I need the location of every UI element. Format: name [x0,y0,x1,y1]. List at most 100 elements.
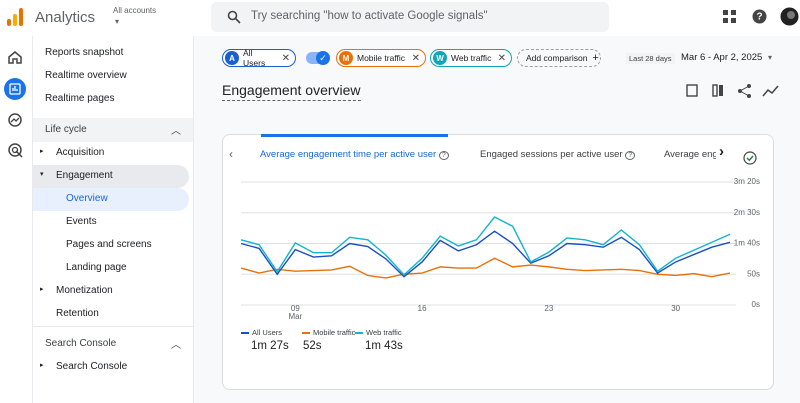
chip-remove[interactable]: ✕ [497,52,506,64]
section-bg [33,118,193,142]
section-caret[interactable]: ︿ [171,340,181,351]
legend-label: Web traffic [366,328,402,337]
x-tick-label: 09 [291,304,300,313]
check-icon[interactable] [743,151,757,165]
plus-icon: + [592,52,599,64]
search-placeholder: Try searching "how to activate Google si… [251,10,488,22]
comparison-chip[interactable]: A All Users ✕ [222,48,296,68]
legend-swatch [355,331,363,334]
reports-icon[interactable] [3,77,27,101]
search-box[interactable]: Try searching "how to activate Google si… [211,2,609,32]
nav-link[interactable]: Realtime pages [45,93,115,104]
logo [7,8,23,26]
compare-icon[interactable] [712,84,723,97]
chart-card [222,134,774,390]
sidebar: Reports snapshot Realtime overview Realt… [33,36,193,403]
toggle[interactable]: ✓ [306,51,330,65]
toolbar-icons [686,84,779,98]
legend-label: Mobile traffic [313,328,356,337]
product-name: Analytics [35,9,96,26]
x-tick-label: 23 [544,304,553,313]
x-tick-label: 16 [418,304,427,313]
chip-label: Web traffic [451,53,492,63]
active-group-bg [33,165,189,188]
tab-active[interactable]: Average engagement time per active user … [260,149,449,160]
y-tick-label: 2m 30s [734,208,760,217]
y-tick-label: 0s [752,300,760,309]
tab-label: Engaged sessions per active user [480,149,623,160]
sidebar-divider [193,36,194,403]
nav-link[interactable]: Landing page [66,262,127,273]
series-line [240,257,731,279]
divider [33,326,193,327]
legend-item: Mobile traffic [302,328,355,337]
section-title[interactable]: Search Console [45,338,117,349]
section-caret[interactable]: ︿ [171,126,181,137]
legend-label: All Users [252,328,283,337]
top-bar: Analytics All accounts ▾ Try searching "… [0,0,800,36]
nav-link[interactable]: Search Console [56,361,128,372]
x-tick-label: 30 [671,304,680,313]
tab[interactable]: Average eng [664,149,716,160]
advertising-icon[interactable] [8,143,23,158]
legend-summary: 1m 27s [251,340,289,352]
chip-label: All Users [243,48,266,68]
page-title: Engagement overview [222,82,361,101]
section-title[interactable]: Life cycle [45,124,87,135]
add-comparison[interactable]: Add comparison + [517,49,601,67]
x-month-label: Mar [288,312,302,321]
expand-caret[interactable]: ▾ [40,171,44,178]
apps-icon[interactable] [723,10,737,24]
legend-summary: 52s [303,340,322,352]
date-preset[interactable]: Last 28 days [626,53,675,64]
expand-caret[interactable]: ▸ [40,362,44,369]
comparison-chip[interactable]: W Web traffic ✕ [430,49,512,67]
edit-icon[interactable] [686,84,698,97]
explore-icon[interactable] [8,113,22,127]
svg-text:?: ? [756,12,762,23]
tab[interactable]: Engaged sessions per active user ? [480,149,636,160]
legend-summary: 1m 43s [365,340,403,352]
y-tick-label: 3m 20s [734,177,760,186]
help-icon[interactable]: ? [752,9,767,24]
y-tick-label: 1m 40s [734,239,760,248]
account-caret[interactable]: ▾ [115,17,120,26]
chip-badge: M [339,51,353,65]
comparison-chip[interactable]: M Mobile traffic ✕ [336,49,426,67]
expand-caret[interactable]: ▸ [40,286,44,293]
add-comparison-label: Add comparison [526,53,588,63]
share-icon[interactable] [738,84,751,98]
nav-link[interactable]: Engagement [56,170,113,181]
rail-divider [32,36,33,403]
chip-remove[interactable]: ✕ [281,52,290,64]
insights-icon[interactable] [762,85,779,97]
active-item-bg [33,188,189,211]
home-icon[interactable] [8,51,22,64]
tab-indicator [261,134,448,137]
info-icon[interactable]: ? [625,151,636,160]
tabs-next[interactable]: › [719,143,724,160]
nav-link[interactable]: Acquisition [56,147,105,158]
nav-link[interactable]: Reports snapshot [45,47,124,58]
nav-link-active[interactable]: Overview [66,193,108,204]
series-line [240,230,731,278]
avatar[interactable] [780,7,799,26]
nav-link[interactable]: Realtime overview [45,70,127,81]
toggle-knob: ✓ [316,51,330,65]
nav-link[interactable]: Pages and screens [66,239,152,250]
date-range[interactable]: Mar 6 - Apr 2, 2025 [681,52,763,63]
date-caret[interactable]: ▾ [768,53,773,62]
legend-swatch [302,331,310,334]
chip-remove[interactable]: ✕ [411,52,420,64]
info-icon[interactable]: ? [438,151,449,160]
nav-link[interactable]: Monetization [56,285,113,296]
nav-link[interactable]: Events [66,216,97,227]
expand-caret[interactable]: ▸ [40,148,44,155]
account-picker[interactable]: All accounts [113,6,157,15]
nav-link[interactable]: Retention [56,308,99,319]
tabs-prev[interactable]: ‹ [229,147,233,161]
tab-label: Average engagement time per active user [260,149,437,160]
chip-badge: W [433,51,447,65]
left-rail [0,36,32,403]
